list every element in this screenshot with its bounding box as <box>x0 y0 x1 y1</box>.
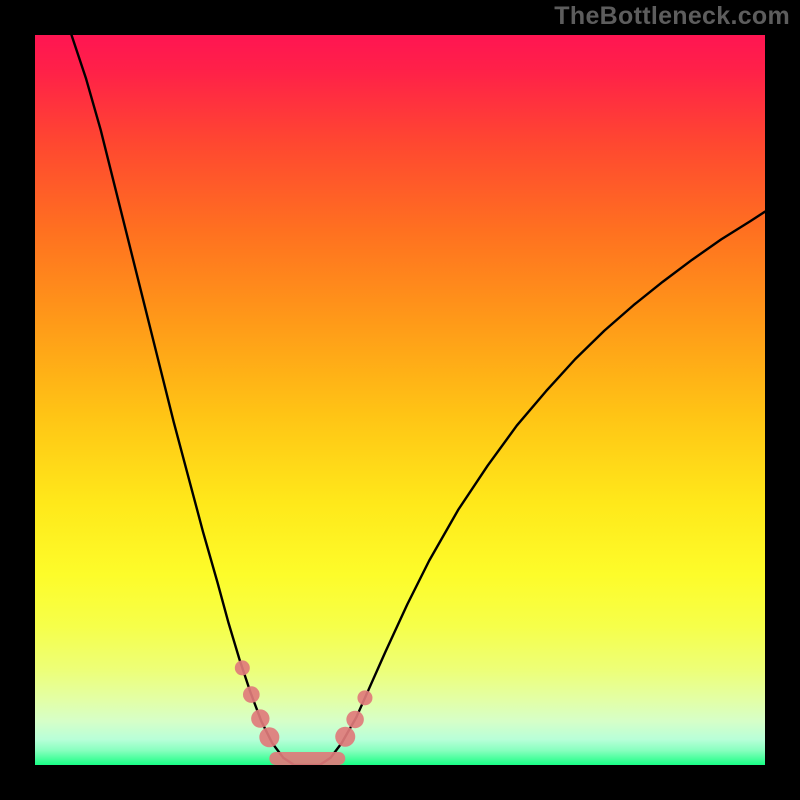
curve-layer <box>35 35 765 765</box>
watermark-text: TheBottleneck.com <box>554 2 790 31</box>
chart-stage: TheBottleneck.com <box>0 0 800 800</box>
confidence-marker <box>235 660 373 765</box>
plot-area <box>35 35 765 765</box>
bottleneck-curve <box>72 35 766 765</box>
